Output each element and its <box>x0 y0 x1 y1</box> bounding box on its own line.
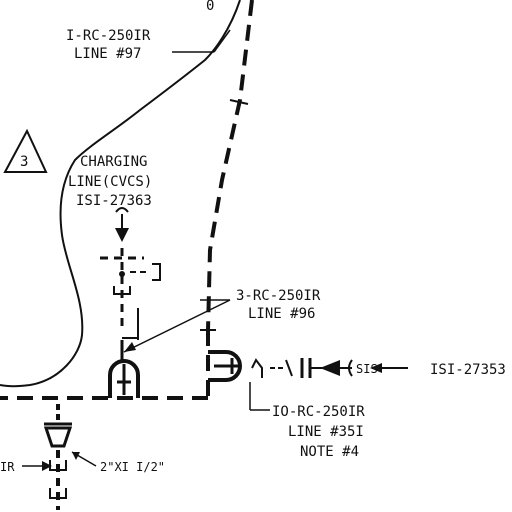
sis-label: SIS <box>356 362 378 376</box>
line-break-mark-upper <box>229 99 249 105</box>
nozzle-bottom <box>108 359 140 398</box>
charging-label-3: ISI-27363 <box>76 193 152 209</box>
reducer-leader-arrow <box>72 452 80 460</box>
line96-label-2: LINE #96 <box>248 306 315 322</box>
charging-label-1: CHARGING <box>80 154 147 170</box>
line351-label-3: NOTE #4 <box>300 444 359 460</box>
reducer-branch <box>43 404 73 510</box>
leader-line-97-angle <box>213 29 231 53</box>
line96-label-1: 3-RC-250IR <box>236 288 321 304</box>
charging-label-2: LINE(CVCS) <box>68 174 152 190</box>
reducer-label: 2"XI I/2" <box>100 460 165 474</box>
sis-connection <box>251 358 353 378</box>
isi-arrowhead <box>370 363 382 373</box>
top-fragment-text: 0 <box>206 0 214 14</box>
line97-label-2: LINE #97 <box>74 46 141 62</box>
revision-triangle: 3 <box>3 128 48 173</box>
line351-label-2: LINE #35I <box>288 424 364 440</box>
line97-label-1: I-RC-250IR <box>66 28 151 44</box>
revision-cloud-outline <box>0 0 241 388</box>
revision-triangle-number: 3 <box>20 154 28 170</box>
line351-label-1: IO-RC-250IR <box>272 404 365 420</box>
main-dashed-line-upper <box>206 0 254 331</box>
leader-line-96 <box>123 299 231 353</box>
ir-leader-arrow <box>42 461 52 471</box>
ir-left-label: IR <box>0 460 15 474</box>
isi27353-label: ISI-27353 <box>430 362 506 378</box>
charging-line-branch <box>100 207 161 362</box>
leader-arrow-96 <box>124 342 136 352</box>
nozzle-right <box>208 350 242 382</box>
